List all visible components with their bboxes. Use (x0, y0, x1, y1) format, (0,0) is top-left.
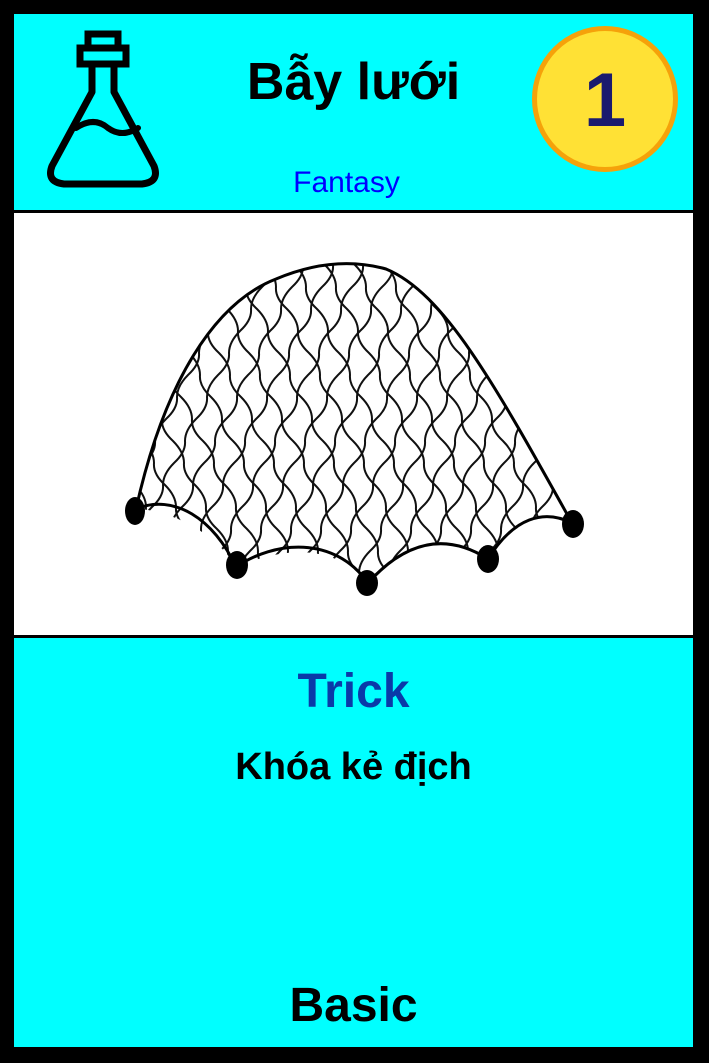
card-subtitle: Fantasy (293, 166, 400, 199)
card-art (14, 213, 693, 635)
card-effect: Khóa kẻ địch (235, 746, 472, 788)
card-rarity: Basic (289, 979, 418, 1032)
card-header: Bẫy lưới Fantasy 1 (14, 14, 693, 210)
card-body: Trick Khóa kẻ địch Basic (14, 638, 693, 1047)
net-image (125, 262, 584, 596)
cost-value: 1 (583, 58, 627, 143)
divider (14, 210, 693, 213)
card-type: Trick (297, 665, 410, 718)
cost-badge: 1 (532, 26, 678, 172)
card-title: Bẫy lưới (246, 53, 461, 111)
card: Bẫy lưới Fantasy 1 Trick Khóa kẻ địch (14, 14, 693, 1047)
divider (14, 635, 693, 638)
flask-icon (47, 30, 159, 188)
